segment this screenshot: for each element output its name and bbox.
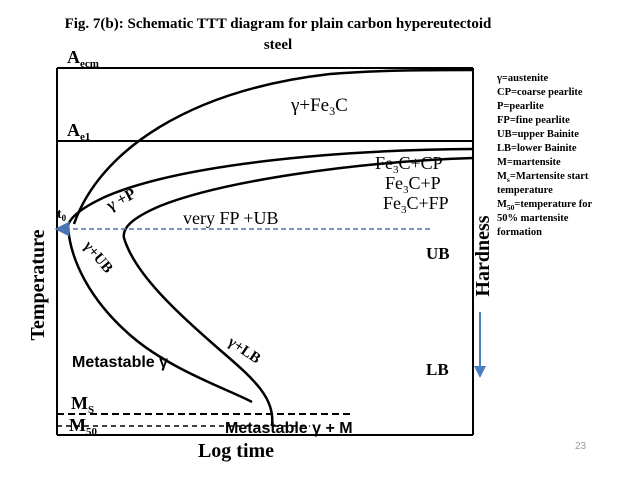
region-gamma-ub: γ+UB (79, 238, 115, 277)
legend-m50-cont1: 50% martensite (497, 213, 569, 224)
region-fe3c-cp: Fe3C+CP (375, 153, 443, 176)
aecm-marker: Aecm (67, 47, 99, 70)
region-gamma-lb: γ+LB (224, 333, 263, 367)
legend-m50: M50=temperature for (497, 199, 593, 212)
title-line-2: steel (264, 37, 292, 53)
legend-coarse-pearlite: CP=coarse pearlite (497, 87, 583, 98)
transformation-finish-curve (122, 156, 474, 427)
m50-marker: M50 (69, 415, 98, 438)
page-number: 23 (575, 441, 587, 452)
plot-frame (56, 67, 474, 436)
legend: γ=austenite CP=coarse pearlite P=pearlit… (496, 73, 593, 238)
region-metastable-gamma: Metastable γ (72, 354, 168, 371)
hardness-axis-label: Hardness (472, 215, 494, 296)
hardness-label-lb: LB (426, 360, 449, 379)
region-fe3c-p: Fe3C+P (385, 173, 441, 196)
title-line-1: Fig. 7(b): Schematic TTT diagram for pla… (65, 16, 492, 32)
ae1-marker: Ae1 (67, 120, 90, 143)
t0-marker: t0 (57, 207, 67, 223)
legend-ms-cont: temperature (497, 185, 553, 196)
temperature-axis-label: Temperature (27, 229, 49, 340)
region-fe3c-fp: Fe3C+FP (383, 193, 449, 216)
legend-pearlite: P=pearlite (497, 101, 544, 112)
region-gamma-p: γ +P (103, 185, 139, 215)
legend-lower-bainite: LB=lower Bainite (497, 143, 577, 154)
hardness-label-ub: UB (426, 244, 450, 263)
ms-marker: MS (71, 393, 94, 416)
hardness-arrowhead (474, 366, 486, 378)
legend-upper-bainite: UB=upper Bainite (497, 129, 579, 140)
legend-martensite: M=martensite (497, 157, 561, 168)
legend-m50-cont2: formation (497, 227, 542, 238)
region-gamma-fe3c: γ+Fe3C (290, 95, 348, 118)
legend-ms: Ms=Martensite start (497, 171, 589, 184)
log-time-axis-label: Log time (198, 440, 274, 462)
region-very-fp-ub: very FP +UB (183, 208, 279, 228)
legend-austenite: γ=austenite (496, 73, 548, 84)
legend-fine-pearlite: FP=fine pearlite (497, 115, 570, 126)
aecm-curve (72, 68, 474, 225)
region-metastable-gamma-m: Metastable γ + M (225, 420, 353, 437)
